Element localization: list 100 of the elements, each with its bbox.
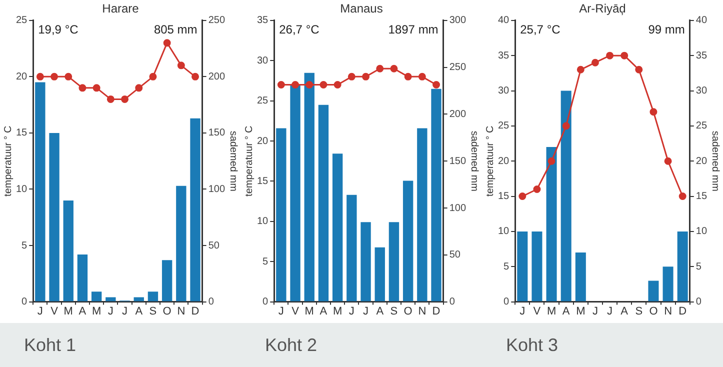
x-tick-label: J	[592, 305, 598, 318]
y-tick-label: 0	[504, 296, 510, 308]
bar	[290, 85, 300, 302]
x-tick-label: D	[678, 305, 687, 318]
y-tick-label: 20	[16, 71, 28, 82]
point	[149, 72, 157, 80]
bar	[431, 88, 442, 302]
annotation: 99 mm	[648, 22, 685, 37]
y-tick-label: 5	[504, 261, 510, 272]
point	[277, 80, 285, 88]
y2-tick-label: 5	[696, 261, 702, 272]
bar	[35, 82, 46, 302]
x-tick-label: N	[664, 305, 672, 318]
point	[306, 80, 314, 88]
point	[50, 72, 58, 80]
x-tick-label: A	[376, 305, 384, 318]
x-tick-label: D	[191, 305, 200, 318]
bar	[148, 292, 158, 302]
chart-title: Ar-Riyāḑ	[579, 2, 626, 16]
bar	[517, 231, 528, 302]
x-tick-label: S	[390, 305, 398, 318]
x-tick-label: J	[108, 305, 114, 318]
x-tick-label: J	[37, 305, 43, 318]
point	[518, 192, 526, 200]
point	[664, 157, 672, 165]
point	[78, 84, 86, 92]
chart-title: Manaus	[340, 2, 383, 16]
y-tick-label: 5	[22, 240, 28, 252]
y2-tick-label: 0	[208, 296, 214, 308]
point	[177, 62, 185, 70]
x-tick-label: M	[304, 305, 314, 318]
point	[320, 80, 328, 88]
point	[64, 72, 72, 80]
x-tick-label: A	[78, 305, 87, 318]
x-tick-label: M	[546, 305, 556, 318]
point	[376, 64, 384, 72]
y2-tick-label: 250	[449, 62, 466, 74]
y-tick-label: 30	[498, 86, 510, 96]
bar	[77, 254, 88, 302]
point	[404, 72, 412, 80]
x-tick-label: J	[122, 305, 128, 318]
chart-title: Harare	[102, 2, 140, 16]
y-axis-title: temperatuur ° C	[244, 126, 255, 196]
x-tick-label: V	[292, 305, 300, 318]
point	[548, 157, 556, 165]
point	[678, 192, 686, 200]
y2-tick-label: 300	[449, 15, 466, 26]
bar	[402, 180, 414, 302]
y2-tick-label: 15	[696, 191, 708, 202]
x-tick-label: M	[64, 305, 73, 318]
x-tick-label: O	[649, 305, 658, 318]
point	[591, 58, 599, 66]
bar	[190, 118, 200, 302]
bar	[648, 280, 659, 302]
bar	[63, 200, 74, 302]
y-tick-label: 0	[22, 296, 28, 308]
point	[163, 39, 171, 47]
point	[635, 66, 643, 74]
x-tick-label: A	[620, 305, 629, 318]
point	[650, 108, 658, 116]
y2-tick-label: 50	[208, 240, 220, 252]
annotation: 19,9 °C	[38, 22, 79, 37]
point	[135, 84, 143, 92]
x-tick-label: O	[404, 305, 413, 318]
point	[606, 52, 614, 60]
bar	[91, 292, 102, 302]
x-tick-label: D	[432, 305, 440, 318]
point	[362, 72, 370, 80]
x-tick-label: J	[520, 305, 526, 318]
y2-tick-label: 20	[696, 156, 708, 167]
y2-axis-title: sademed mm	[468, 130, 480, 192]
point	[36, 72, 44, 80]
y-tick-label: 15	[257, 176, 269, 187]
y2-tick-label: 10	[696, 226, 708, 238]
y2-tick-label: 35	[696, 50, 708, 62]
y-tick-label: 10	[16, 184, 28, 195]
bar	[332, 154, 343, 302]
y2-tick-label: 150	[449, 156, 466, 167]
x-tick-label: J	[348, 305, 354, 318]
y-tick-label: 5	[262, 256, 269, 268]
y2-tick-label: 200	[208, 71, 226, 82]
x-tick-label: M	[92, 305, 102, 318]
bar	[677, 231, 688, 302]
x-tick-label: S	[149, 305, 157, 318]
point	[418, 72, 426, 80]
x-tick-label: A	[562, 305, 570, 318]
y2-tick-label: 50	[449, 250, 461, 261]
y-tick-label: 40	[498, 15, 510, 26]
y-tick-label: 25	[498, 120, 510, 132]
y-tick-label: 10	[498, 226, 510, 238]
annotation: 1897 mm	[388, 22, 438, 37]
y2-tick-label: 100	[208, 184, 226, 195]
y2-tick-label: 25	[696, 120, 708, 132]
text: Koht 1	[0, 323, 241, 367]
y-tick-label: 25	[257, 96, 269, 107]
x-tick-label: J	[278, 305, 284, 318]
point	[390, 64, 398, 72]
text: Koht 3	[482, 323, 723, 367]
y2-tick-label: 40	[696, 15, 708, 26]
bar	[346, 194, 357, 302]
